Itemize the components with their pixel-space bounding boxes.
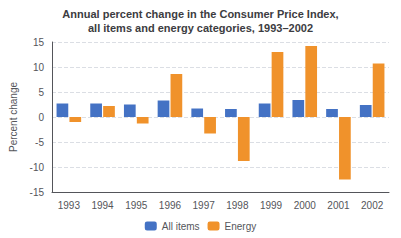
svg-text:-5: -5 (35, 137, 44, 148)
svg-text:2001: 2001 (327, 200, 350, 211)
svg-text:1998: 1998 (226, 200, 249, 211)
svg-text:-15: -15 (30, 187, 45, 198)
svg-text:1996: 1996 (159, 200, 182, 211)
svg-text:all items and energy categorie: all items and energy categories, 1993–20… (88, 22, 313, 34)
svg-text:1994: 1994 (91, 200, 114, 211)
svg-text:5: 5 (38, 87, 44, 98)
svg-text:1997: 1997 (193, 200, 216, 211)
svg-text:2000: 2000 (294, 200, 317, 211)
svg-text:1995: 1995 (125, 200, 148, 211)
svg-text:2002: 2002 (361, 200, 384, 211)
svg-text:-10: -10 (30, 162, 45, 173)
svg-text:Energy: Energy (225, 221, 257, 232)
svg-text:0: 0 (38, 112, 44, 123)
svg-text:15: 15 (33, 37, 45, 48)
svg-text:Percent change: Percent change (8, 82, 19, 152)
svg-text:1999: 1999 (260, 200, 283, 211)
svg-text:All items: All items (162, 221, 200, 232)
svg-text:10: 10 (33, 62, 45, 73)
svg-text:Annual percent change in the C: Annual percent change in the Consumer Pr… (62, 8, 338, 20)
svg-text:1993: 1993 (58, 200, 81, 211)
